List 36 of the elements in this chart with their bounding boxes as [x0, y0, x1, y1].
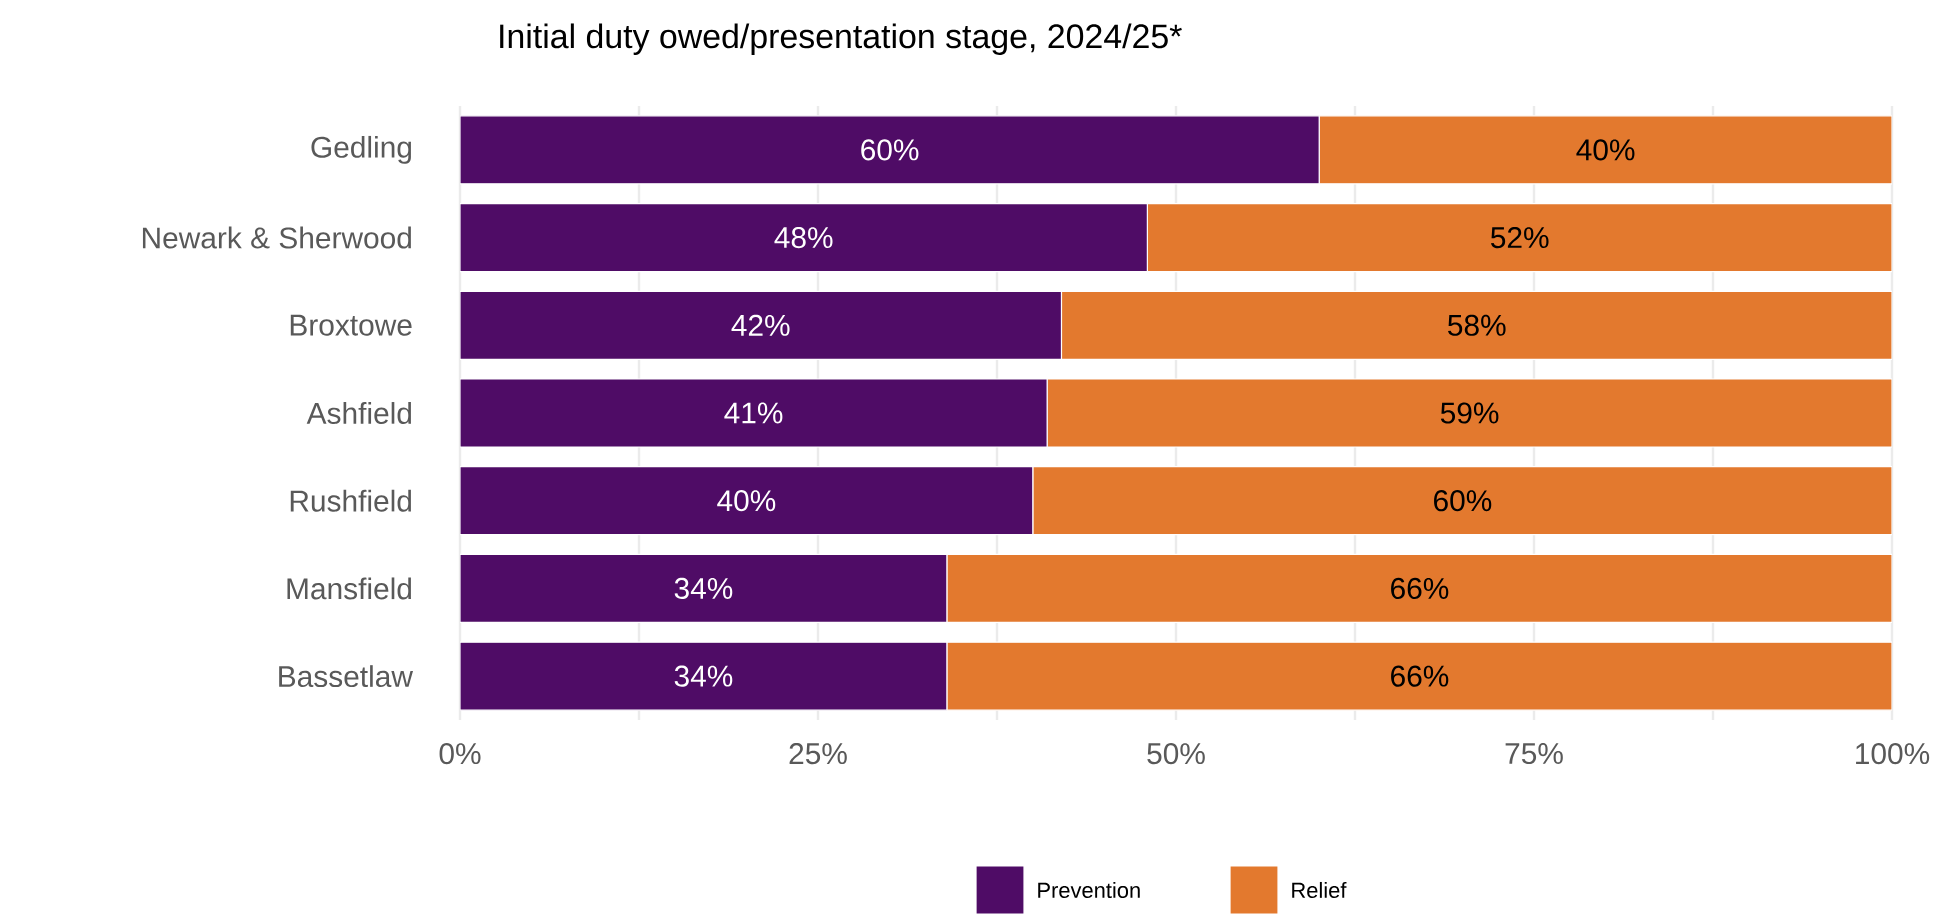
bar [460, 641, 948, 711]
bar [460, 466, 1034, 536]
data-label: 41% [724, 402, 783, 424]
data-label: 66% [1391, 577, 1449, 599]
data-label: 59% [1440, 402, 1499, 424]
y-tick-label: Ashfield [306, 402, 412, 424]
y-tick-label: Rushfield [290, 489, 411, 512]
data-label: 42% [731, 314, 790, 336]
x-tick-label: 100% [1856, 743, 1930, 765]
y-tick-label: Gedling [311, 135, 412, 164]
chart-title: Initial duty owed/presentation stage, 2024/25* [500, 23, 1182, 56]
legend-label: Relief [1292, 881, 1347, 899]
bar [460, 202, 1148, 273]
legend-label: Prevention [1038, 881, 1140, 899]
data-label: 66% [1391, 665, 1449, 687]
data-label: 40% [717, 490, 776, 512]
bar [460, 115, 1320, 185]
bar [460, 378, 1048, 448]
data-label: 60% [1434, 490, 1492, 512]
x-tick-label: 75% [1505, 743, 1563, 765]
bar [460, 553, 948, 624]
y-tick-label: Mansfield [287, 577, 412, 600]
bar [460, 290, 1063, 360]
y-tick-label: Bassetlaw [279, 665, 414, 688]
data-label: 60% [861, 139, 919, 161]
data-label: 40% [1576, 139, 1635, 161]
data-label: 58% [1448, 314, 1506, 336]
data-label: 34% [674, 577, 733, 599]
y-tick-label: Newark & Sherwood [142, 226, 411, 249]
x-tick-label: 50% [1147, 743, 1205, 765]
y-tick-label: Broxtowe [290, 314, 412, 336]
data-label: 34% [674, 665, 733, 687]
data-label: 48% [774, 226, 833, 249]
x-tick-label: 25% [789, 743, 847, 765]
data-label: 52% [1490, 226, 1549, 249]
x-tick-label: 0% [439, 743, 481, 765]
